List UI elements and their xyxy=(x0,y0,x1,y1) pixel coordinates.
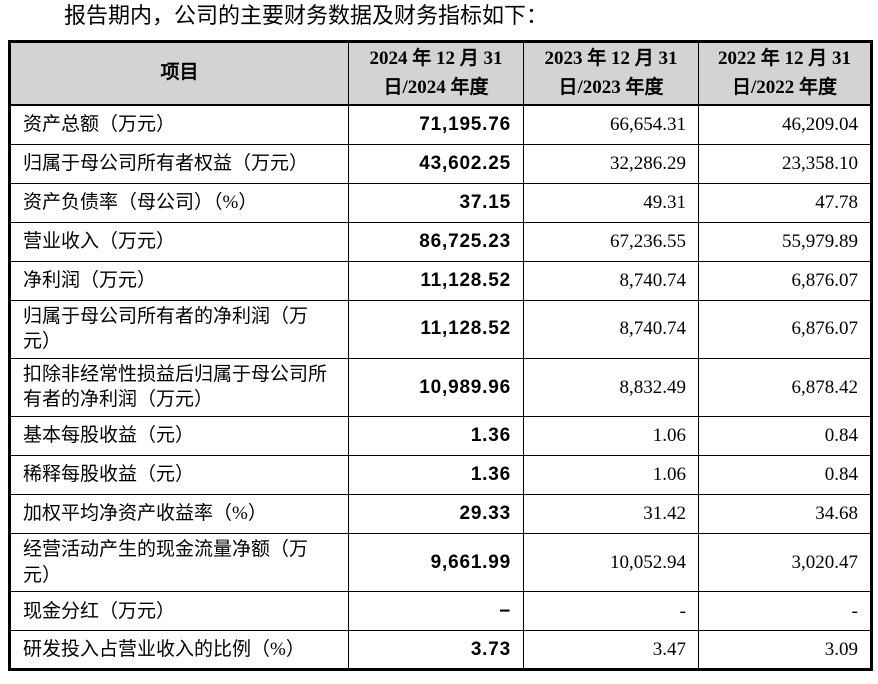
value-cell-2023: - xyxy=(523,591,699,632)
value-cell-2023: 32,286.29 xyxy=(523,143,699,184)
table-row: 加权平均净资产收益率（%） 29.33 31.42 34.68 xyxy=(9,494,872,535)
value-cell-2023: 3.47 xyxy=(523,630,699,671)
row-label-cell: 现金分红（万元） xyxy=(9,591,349,632)
col-header-2024: 2024 年 12 月 31 日/2024 年度 xyxy=(348,41,524,106)
row-label-cell: 经营活动产生的现金流量净额（万元） xyxy=(9,533,349,593)
value-cell-2023: 49.31 xyxy=(523,182,699,223)
table-row: 扣除非经常性损益后归属于母公司所有者的净利润（万元） 10,989.96 8,832… xyxy=(9,357,872,418)
table-row: 营业收入（万元） 86,725.23 67,236.55 55,979.89 xyxy=(9,221,872,262)
value-cell-2023: 8,740.74 xyxy=(523,299,699,359)
row-label-cell: 资产总额（万元） xyxy=(9,104,349,145)
value-cell-2023: 10,052.94 xyxy=(523,533,699,593)
value-cell-2024: 11,128.52 xyxy=(348,260,524,301)
row-label-cell: 研发投入占营业收入的比例（%） xyxy=(9,630,349,671)
value-cell-2022: 6,878.42 xyxy=(698,357,872,418)
value-cell-2022: 0.84 xyxy=(698,455,872,496)
value-cell-2023: 1.06 xyxy=(523,416,699,457)
table-row: 资产总额（万元） 71,195.76 66,654.31 46,209.04 xyxy=(9,104,872,145)
table-row: 现金分红（万元） − - - xyxy=(9,591,872,632)
value-cell-2024: 43,602.25 xyxy=(348,143,524,184)
value-cell-2022: 0.84 xyxy=(698,416,872,457)
value-cell-2023: 66,654.31 xyxy=(523,104,699,145)
table-row: 归属于母公司所有者的净利润（万元） 11,128.52 8,740.74 6,876.… xyxy=(9,299,872,359)
value-cell-2022: 6,876.07 xyxy=(698,299,872,359)
col-header-item: 项目 xyxy=(9,41,349,106)
value-cell-2024: − xyxy=(348,591,524,632)
value-cell-2024: 10,989.96 xyxy=(348,357,524,418)
value-cell-2023: 31.42 xyxy=(523,494,699,535)
value-cell-2024: 9,661.99 xyxy=(348,533,524,593)
row-label-cell: 扣除非经常性损益后归属于母公司所有者的净利润（万元） xyxy=(9,357,349,418)
table-row: 基本每股收益（元） 1.36 1.06 0.84 xyxy=(9,416,872,457)
value-cell-2023: 8,832.49 xyxy=(523,357,699,418)
value-cell-2023: 1.06 xyxy=(523,455,699,496)
row-label-cell: 加权平均净资产收益率（%） xyxy=(9,494,349,535)
header-row: 项目 2024 年 12 月 31 日/2024 年度 2023 年 12 月 … xyxy=(9,41,872,106)
value-cell-2024: 86,725.23 xyxy=(348,221,524,262)
table-row: 稀释每股收益（元） 1.36 1.06 0.84 xyxy=(9,455,872,496)
financial-indicators-table: 项目 2024 年 12 月 31 日/2024 年度 2023 年 12 月 … xyxy=(8,40,873,672)
table-row: 归属于母公司所有者权益（万元） 43,602.25 32,286.29 23,358.… xyxy=(9,143,872,184)
value-cell-2024: 29.33 xyxy=(348,494,524,535)
row-label-cell: 基本每股收益（元） xyxy=(9,416,349,457)
value-cell-2024: 71,195.76 xyxy=(348,104,524,145)
value-cell-2022: 3,020.47 xyxy=(698,533,872,593)
value-cell-2024: 11,128.52 xyxy=(348,299,524,359)
table-row: 净利润（万元） 11,128.52 8,740.74 6,876.07 xyxy=(9,260,872,301)
table-row: 经营活动产生的现金流量净额（万元） 9,661.99 10,052.94 3,020.… xyxy=(9,533,872,593)
value-cell-2024: 3.73 xyxy=(348,630,524,671)
row-label-cell: 稀释每股收益（元） xyxy=(9,455,349,496)
value-cell-2022: 6,876.07 xyxy=(698,260,872,301)
table-body: 资产总额（万元） 71,195.76 66,654.31 46,209.04 归属于母公… xyxy=(9,104,872,671)
col-header-2022: 2022 年 12 月 31 日/2022 年度 xyxy=(698,41,872,106)
value-cell-2023: 8,740.74 xyxy=(523,260,699,301)
value-cell-2024: 37.15 xyxy=(348,182,524,223)
value-cell-2022: 47.78 xyxy=(698,182,872,223)
row-label-cell: 营业收入（万元） xyxy=(9,221,349,262)
row-label-cell: 归属于母公司所有者权益（万元） xyxy=(9,143,349,184)
value-cell-2022: 55,979.89 xyxy=(698,221,872,262)
value-cell-2022: 46,209.04 xyxy=(698,104,872,145)
table-header: 项目 2024 年 12 月 31 日/2024 年度 2023 年 12 月 … xyxy=(9,41,872,106)
col-header-2023: 2023 年 12 月 31 日/2023 年度 xyxy=(523,41,699,106)
table-row: 研发投入占营业收入的比例（%） 3.73 3.47 3.09 xyxy=(9,630,872,671)
value-cell-2024: 1.36 xyxy=(348,416,524,457)
table-row: 资产负债率（母公司）（%） 37.15 49.31 47.78 xyxy=(9,182,872,223)
value-cell-2022: 3.09 xyxy=(698,630,872,671)
row-label-cell: 净利润（万元） xyxy=(9,260,349,301)
value-cell-2022: 34.68 xyxy=(698,494,872,535)
value-cell-2022: - xyxy=(698,591,872,632)
row-label-cell: 资产负债率（母公司）（%） xyxy=(9,182,349,223)
row-label-cell: 归属于母公司所有者的净利润（万元） xyxy=(9,299,349,359)
value-cell-2023: 67,236.55 xyxy=(523,221,699,262)
page-title: 报告期内，公司的主要财务数据及财务指标如下： xyxy=(64,3,549,28)
value-cell-2024: 1.36 xyxy=(348,455,524,496)
value-cell-2022: 23,358.10 xyxy=(698,143,872,184)
